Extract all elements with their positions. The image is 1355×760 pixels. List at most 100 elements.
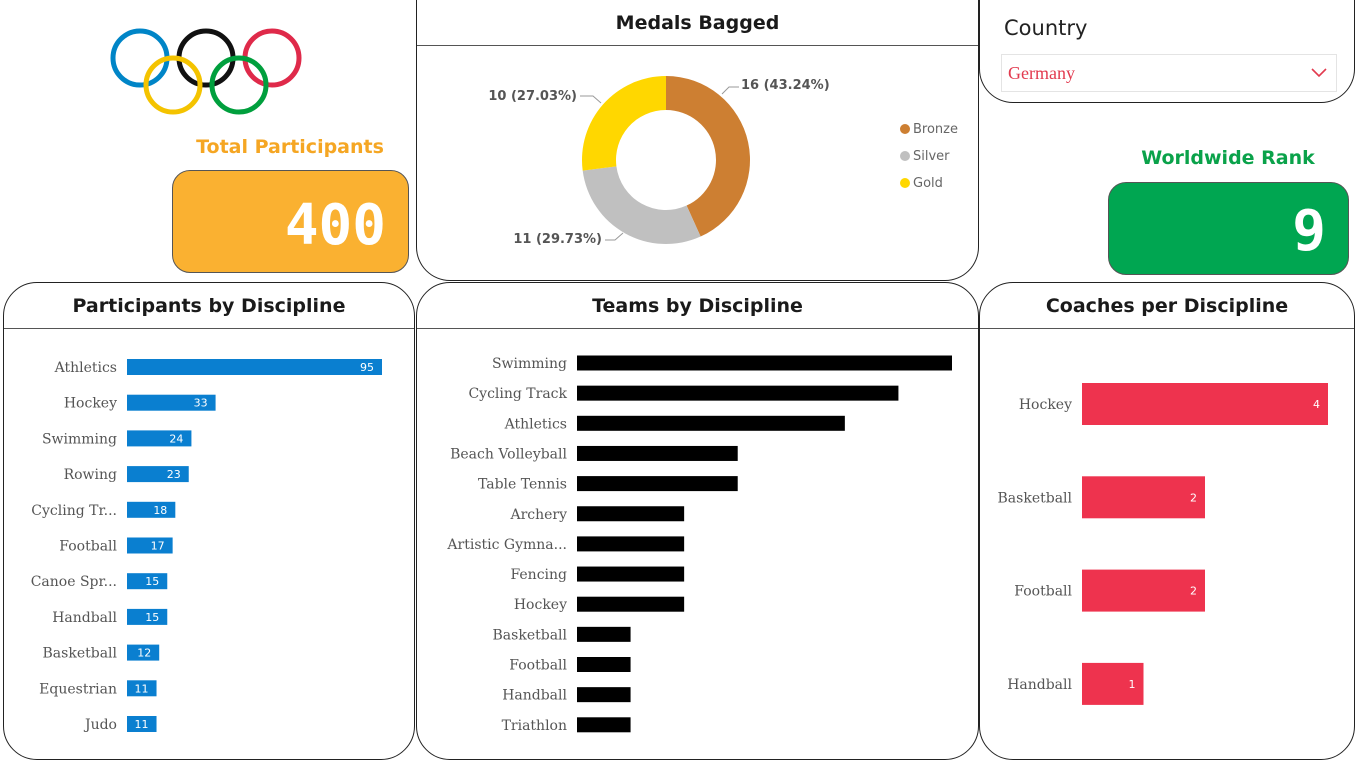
category-label: Basketball [998, 490, 1073, 506]
category-label: Beach Volleyball [450, 446, 567, 462]
bar[interactable] [127, 537, 173, 554]
category-label: Equestrian [39, 681, 117, 697]
data-label: 15 [145, 575, 159, 588]
country-filter-panel: Country Germany [979, 0, 1355, 103]
bar[interactable] [577, 415, 845, 431]
data-label: 15 [145, 611, 159, 624]
category-label: Judo [83, 717, 117, 733]
legend-label[interactable]: Bronze [913, 122, 958, 137]
legend-swatch [900, 178, 910, 188]
bar[interactable] [577, 506, 685, 522]
bar[interactable] [127, 644, 160, 661]
country-dropdown[interactable]: Germany [1001, 54, 1337, 92]
bar[interactable] [577, 355, 952, 371]
bar[interactable] [577, 385, 899, 401]
leader-line [605, 232, 624, 241]
data-label: 1 [1129, 678, 1136, 691]
bar[interactable] [577, 445, 738, 461]
bar[interactable] [1082, 476, 1205, 519]
coaches-bar-chart: Hockey 4 Basketball 2 Football 2 Handball 1 [998, 383, 1328, 705]
worldwide-rank-label: Worldwide Rank [1141, 147, 1315, 169]
category-label: Athletics [54, 360, 117, 376]
data-label: 2 [1190, 585, 1197, 598]
medals-donut-chart: 16 (43.24%) 11 (29.73%) 10 (27.03%) Bronze S… [488, 76, 958, 247]
medals-panel: Medals Bagged 16 (43.24%) 11 (29.73%) 10 (… [416, 0, 979, 281]
category-label: Swimming [492, 356, 567, 372]
country-filter-title: Country [1004, 16, 1088, 40]
category-label: Cycling Tr... [31, 503, 117, 519]
bar[interactable] [577, 596, 685, 612]
participants-bar-chart: Athletics 95 Hockey 33 Swimming 24 Rowing 23 Cyc… [31, 359, 382, 733]
bar[interactable] [127, 573, 168, 590]
category-label: Basketball [43, 646, 118, 662]
data-label: 4 [1313, 398, 1320, 411]
category-label: Artistic Gymna... [446, 537, 567, 553]
teams-title: Teams by Discipline [417, 283, 978, 329]
data-label: 11 [135, 718, 149, 731]
category-label: Hockey [514, 597, 567, 613]
leader-line [580, 95, 602, 104]
country-selected-value: Germany [1008, 63, 1075, 83]
coaches-panel: Coaches per Discipline Hockey 4 Basketball… [979, 282, 1355, 760]
category-label: Triathlon [502, 718, 567, 734]
bar[interactable] [1082, 569, 1205, 612]
bar[interactable] [577, 626, 631, 642]
donut-slice-bronze[interactable] [666, 76, 750, 237]
bar[interactable] [127, 680, 157, 697]
category-label: Handball [1007, 677, 1072, 693]
legend-swatch [900, 124, 910, 134]
total-participants-value: 400 [284, 193, 386, 258]
donut-slice-gold[interactable] [582, 76, 666, 171]
category-label: Archery [509, 507, 567, 523]
category-label: Canoe Spr... [31, 574, 117, 590]
category-label: Fencing [510, 567, 567, 583]
legend-label[interactable]: Gold [913, 176, 943, 191]
leader-line [721, 86, 739, 95]
bar[interactable] [127, 608, 168, 625]
bar[interactable] [127, 501, 176, 518]
total-participants-label: Total Participants [196, 136, 384, 158]
category-label: Football [509, 658, 567, 674]
category-label: Cycling Track [468, 386, 567, 402]
worldwide-rank-card: 9 [1108, 182, 1349, 275]
olympic-rings-logo [110, 28, 302, 115]
participants-title: Participants by Discipline [4, 283, 414, 329]
bar[interactable] [577, 687, 631, 703]
category-label: Handball [502, 688, 567, 704]
total-participants-card: 400 [172, 170, 409, 273]
bar[interactable] [1082, 383, 1328, 425]
category-label: Table Tennis [478, 477, 567, 493]
legend-swatch [900, 151, 910, 161]
bar[interactable] [127, 359, 382, 375]
donut-slice-silver[interactable] [582, 166, 701, 245]
participants-panel: Participants by Discipline Athletics 95 Ho… [3, 282, 415, 760]
bar[interactable] [577, 566, 685, 582]
bar[interactable] [577, 657, 631, 672]
data-label: 17 [151, 540, 165, 553]
bar[interactable] [1082, 662, 1144, 705]
data-label: 33 [194, 397, 208, 410]
teams-bar-chart: Swimming Cycling Track Athletics Beach Voll… [446, 355, 952, 734]
legend-label[interactable]: Silver [913, 149, 950, 164]
data-label: 16 (43.24%) [741, 78, 830, 93]
data-label: 12 [137, 647, 151, 660]
data-label: 2 [1190, 491, 1197, 504]
bar[interactable] [127, 394, 216, 411]
data-label: 18 [153, 504, 167, 517]
bar[interactable] [577, 717, 631, 733]
data-label: 11 [135, 682, 149, 695]
teams-panel: Teams by Discipline Swimming Cycling Trac… [416, 282, 979, 760]
worldwide-rank-value: 9 [1292, 199, 1326, 264]
bar[interactable] [577, 536, 685, 552]
category-label: Hockey [1019, 397, 1072, 413]
data-label: 11 (29.73%) [513, 232, 602, 247]
bar[interactable] [127, 466, 189, 483]
data-label: 24 [169, 432, 183, 445]
category-label: Hockey [64, 396, 117, 412]
bar[interactable] [127, 430, 192, 447]
category-label: Football [1014, 584, 1072, 600]
bar[interactable] [577, 476, 738, 492]
category-label: Basketball [493, 627, 568, 643]
chevron-down-icon[interactable] [1310, 66, 1328, 80]
bar[interactable] [127, 716, 157, 732]
